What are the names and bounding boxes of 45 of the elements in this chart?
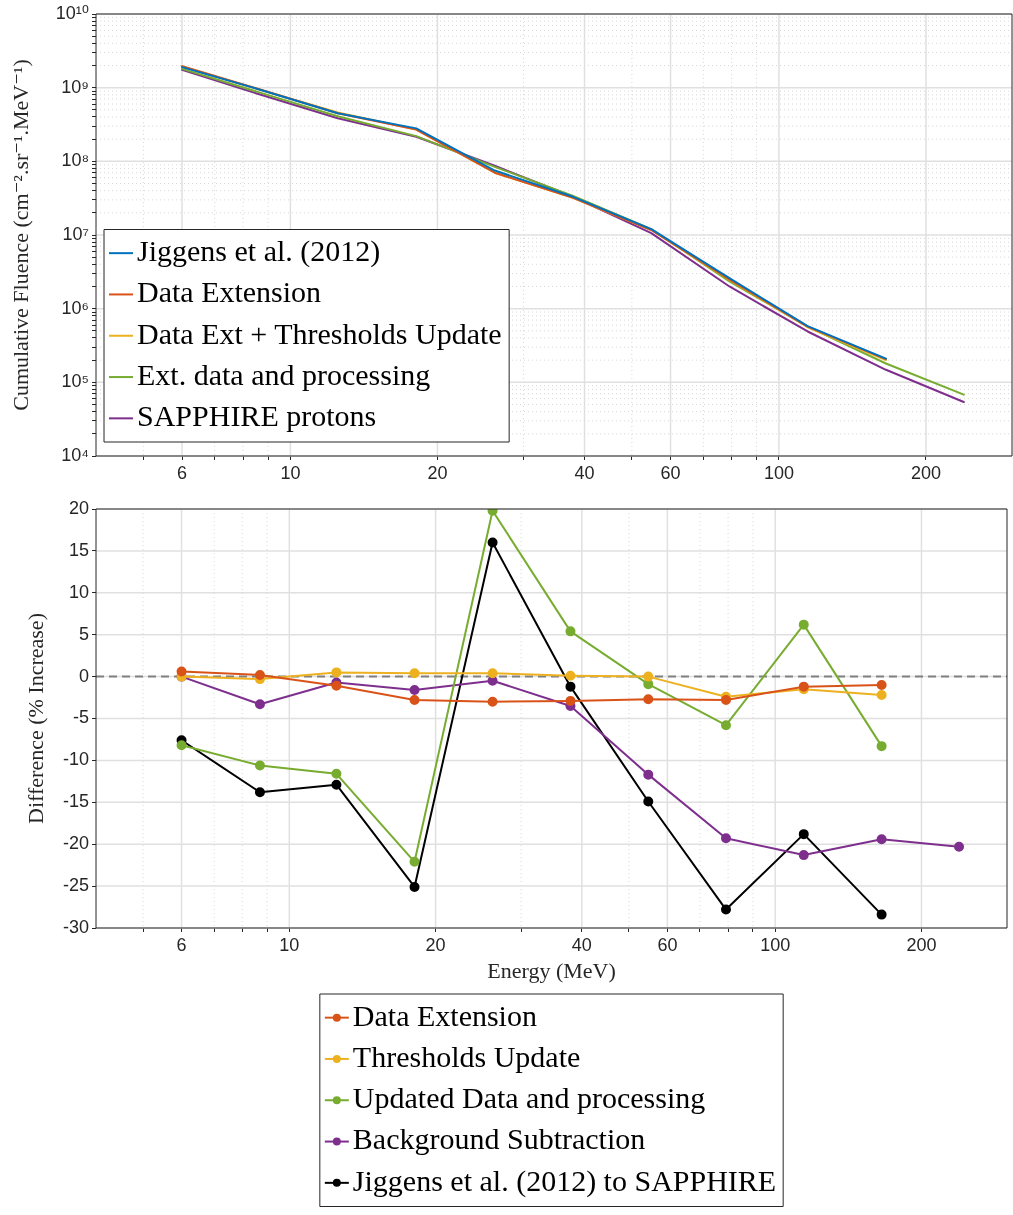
x-tick-label: 10 [280, 462, 301, 483]
y-tick-label: 15 [68, 539, 89, 560]
x-tick-label: 200 [910, 462, 941, 483]
y-tick-label: -5 [72, 707, 89, 728]
y-tick-label: 10⁵ [61, 371, 89, 392]
y-tick-label: 10⁷ [62, 223, 89, 244]
y-tick-label: 0 [78, 665, 89, 686]
y-tick-label: 10⁴ [61, 444, 89, 465]
y-tick-label: 10⁸ [61, 150, 89, 171]
x-tick-label: 20 [425, 934, 446, 955]
x-tick-label: 40 [571, 934, 592, 955]
x-tick-label: 200 [906, 934, 937, 955]
legend-label: Data Ext + Thresholds Update [137, 316, 502, 350]
x-tick-label: 100 [763, 462, 794, 483]
legend-label: Ext. data and processing [137, 357, 431, 391]
y-tick-label: -10 [62, 749, 89, 770]
x-tick-label: 40 [574, 462, 595, 483]
x-tick-label: 10 [279, 934, 300, 955]
y-tick-label: 10 [68, 581, 89, 602]
y-axis-title: Difference (% Increase) [22, 613, 48, 824]
legend-label: Background Subtraction [352, 1122, 646, 1156]
legend-label: Data Extension [352, 998, 537, 1032]
legend-label: Jiggens et al. (2012) [137, 234, 381, 269]
legend-label: Thresholds Update [352, 1039, 581, 1073]
y-tick-label: -25 [62, 875, 89, 896]
y-tick-label: -15 [62, 791, 89, 812]
x-tick-label: 6 [177, 462, 188, 483]
legend-label: Updated Data and processing [352, 1081, 706, 1115]
x-tick-label: 60 [657, 934, 678, 955]
y-tick-label: 20 [68, 497, 89, 518]
x-tick-label: 100 [760, 934, 791, 955]
x-tick-label: 20 [427, 462, 448, 483]
y-tick-label: -20 [62, 833, 89, 854]
y-tick-label: 10⁹ [61, 76, 89, 97]
y-tick-label: 10⁶ [61, 297, 89, 318]
y-axis-title: Cumulative Fluence (cm⁻².sr⁻¹.MeV⁻¹) [7, 59, 33, 411]
y-tick-label: 10¹⁰ [55, 2, 89, 23]
legend-label: Data Extension [137, 275, 322, 309]
y-tick-label: -30 [62, 916, 89, 937]
x-tick-label: 60 [660, 462, 681, 483]
legend-label: Jiggens et al. (2012) to SAPPHIRE [352, 1163, 777, 1198]
legend-label: SAPPHIRE protons [137, 399, 377, 433]
x-tick-label: 6 [176, 934, 187, 955]
x-axis-title: Energy (MeV) [487, 957, 616, 983]
y-tick-label: 5 [78, 623, 89, 644]
